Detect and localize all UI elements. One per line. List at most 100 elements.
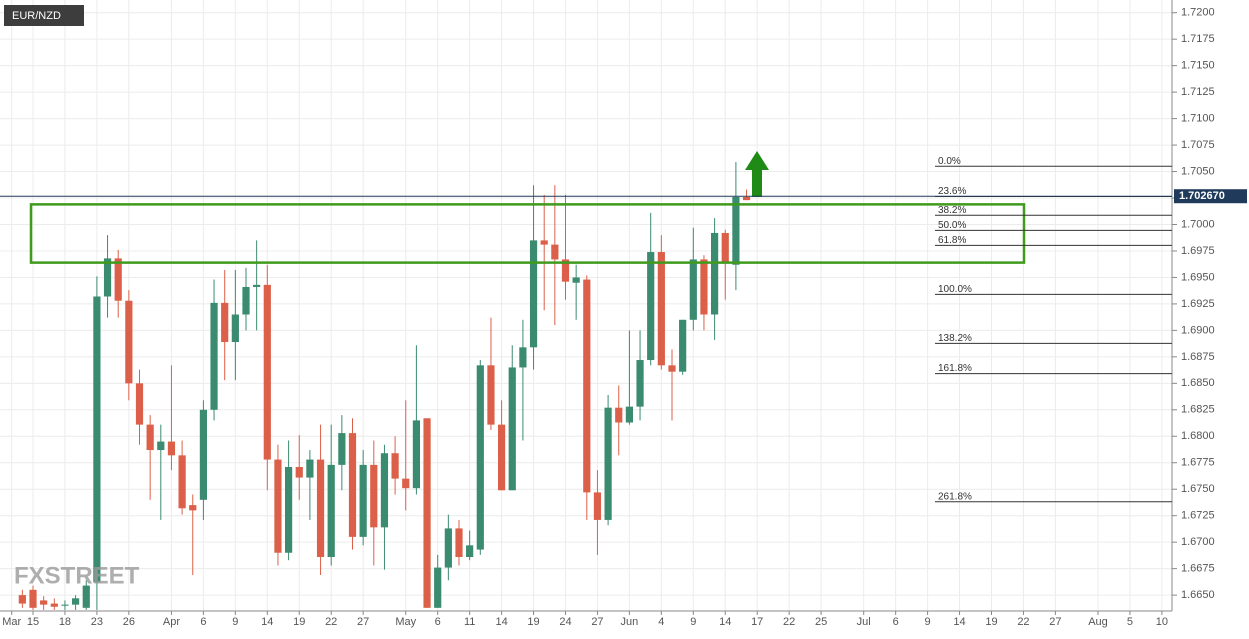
x-tick-label: Apr (163, 616, 180, 628)
plot-area (18, 162, 751, 610)
x-tick-label: 27 (591, 616, 603, 628)
candle-body (636, 360, 644, 407)
candle-body (742, 196, 751, 201)
candle-body (689, 259, 697, 320)
fib-label: 61.8% (938, 235, 966, 246)
candle-body (359, 464, 367, 537)
candle-body (466, 545, 474, 557)
candle-body (711, 232, 719, 315)
candle-body (210, 302, 218, 410)
candle-body (498, 424, 506, 491)
x-tick-label: 27 (1049, 616, 1061, 628)
grid (0, 0, 1172, 611)
y-tick-label: 1.6950 (1181, 271, 1215, 283)
candle-body (732, 196, 740, 265)
y-tick-label: 1.6925 (1181, 298, 1215, 310)
candle-body (487, 365, 495, 425)
y-tick-label: 1.6900 (1181, 324, 1215, 336)
y-tick-label: 1.6850 (1181, 377, 1215, 389)
x-tick-label: 22 (783, 616, 795, 628)
y-tick-label: 1.6700 (1181, 536, 1215, 548)
x-tick-label: 9 (232, 616, 238, 628)
x-tick-label: 5 (1127, 616, 1133, 628)
fib-label: 38.2% (938, 205, 966, 216)
current-price-box (1174, 189, 1247, 204)
x-tick-label: 24 (559, 616, 571, 628)
candle-body (434, 567, 442, 608)
fib-label: 0.0% (938, 156, 961, 167)
candle-body (167, 441, 176, 456)
y-tick-label: 1.7175 (1181, 33, 1215, 45)
candle-body (370, 464, 378, 528)
current-price-label: 1.702670 (1179, 190, 1225, 202)
x-tick-label: 15 (27, 616, 39, 628)
candle-body (18, 595, 26, 604)
candle-body (561, 259, 570, 282)
candle-body (338, 433, 346, 465)
y-tick-label: 1.7125 (1181, 86, 1215, 98)
candle-body (82, 585, 90, 608)
candle-body (529, 240, 538, 348)
y-tick-label: 1.7150 (1181, 60, 1215, 72)
x-tick-label: Mar (2, 616, 21, 628)
candle-body (29, 589, 37, 608)
candle-body (114, 258, 122, 301)
candle-body (125, 300, 133, 384)
candle-body (242, 286, 250, 315)
candle-body (593, 492, 602, 520)
y-tick-label: 1.7000 (1181, 218, 1215, 230)
y-tick-label: 1.7100 (1181, 113, 1215, 125)
x-tick-label: 26 (123, 616, 135, 628)
x-tick-label: Aug (1088, 616, 1108, 628)
x-tick-label: 9 (690, 616, 696, 628)
candle-body (40, 600, 48, 605)
candle-body (135, 383, 144, 425)
candle-body (625, 406, 633, 423)
pair-label-box (4, 5, 84, 26)
y-tick-label: 1.6875 (1181, 351, 1215, 363)
y-tick-label: 1.6675 (1181, 563, 1215, 575)
x-tick-label: 14 (495, 616, 507, 628)
y-tick-label: 1.7200 (1181, 7, 1215, 19)
x-tick-label: 6 (435, 616, 441, 628)
candle-body (540, 240, 548, 245)
logo: FXSTREET (14, 562, 140, 589)
candle-body (402, 478, 410, 489)
x-tick-label: 18 (59, 616, 71, 628)
candle-body (615, 407, 623, 423)
candle-body (72, 598, 80, 605)
candle-body (412, 420, 420, 489)
x-tick-label: 9 (925, 616, 931, 628)
candle-body (327, 464, 335, 557)
fib-label: 261.8% (938, 491, 972, 502)
x-tick-label: 23 (91, 616, 103, 628)
candle-body (274, 459, 282, 553)
candle-body (348, 433, 357, 537)
y-tick-label: 1.6750 (1181, 483, 1215, 495)
candle-body (178, 455, 186, 509)
candle-body (444, 528, 452, 568)
candle-body (199, 409, 207, 500)
candle-body (679, 319, 687, 372)
x-tick-label: 6 (200, 616, 206, 628)
candle-body (455, 528, 463, 557)
y-tick-label: 1.6650 (1181, 589, 1215, 601)
y-tick-label: 1.6825 (1181, 404, 1215, 416)
x-tick-label: Jun (621, 616, 639, 628)
candle-body (189, 505, 197, 511)
y-tick-label: 1.6725 (1181, 510, 1215, 522)
x-tick-label: 17 (751, 616, 763, 628)
fib-label: 161.8% (938, 363, 972, 374)
x-tick-label: 19 (527, 616, 539, 628)
candle-body (263, 284, 271, 460)
candle-body (551, 244, 559, 260)
candle-body (285, 466, 293, 553)
x-tick-label: 25 (815, 616, 827, 628)
candle-body (668, 365, 676, 372)
x-tick-label: 14 (953, 616, 965, 628)
candle-body (508, 367, 516, 491)
candle-body (583, 279, 591, 493)
candle-body (50, 603, 58, 607)
candle-body (316, 459, 325, 557)
